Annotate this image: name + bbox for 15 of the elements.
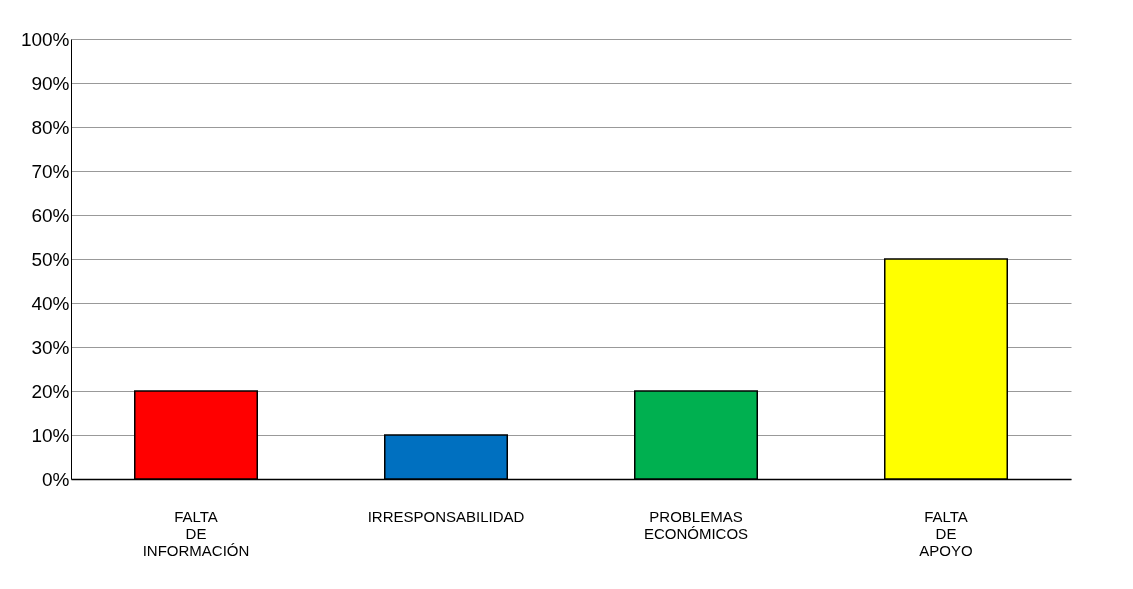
x-tick-label: IRRESPONSABILIDAD: [367, 507, 525, 525]
y-tick-label: 70%: [31, 160, 70, 182]
x-tick-label: PROBLEMAS ECONÓMICOS: [643, 507, 749, 542]
y-tick-label: 100%: [20, 28, 70, 50]
x-tick-label: FALTA DE APOYO: [919, 507, 973, 559]
y-tick-label: 40%: [31, 292, 70, 314]
y-tick-label: 90%: [31, 72, 70, 94]
y-tick-label: 60%: [31, 204, 70, 226]
y-tick-label: 30%: [31, 336, 70, 358]
x-tick-label: FALTA DE INFORMACIÓN: [142, 507, 250, 559]
y-tick-label: 0%: [42, 468, 70, 490]
y-tick-label: 50%: [31, 248, 70, 270]
y-tick-label: 20%: [31, 380, 70, 402]
y-tick-label: 80%: [31, 116, 70, 138]
y-tick-label: 10%: [31, 424, 70, 446]
